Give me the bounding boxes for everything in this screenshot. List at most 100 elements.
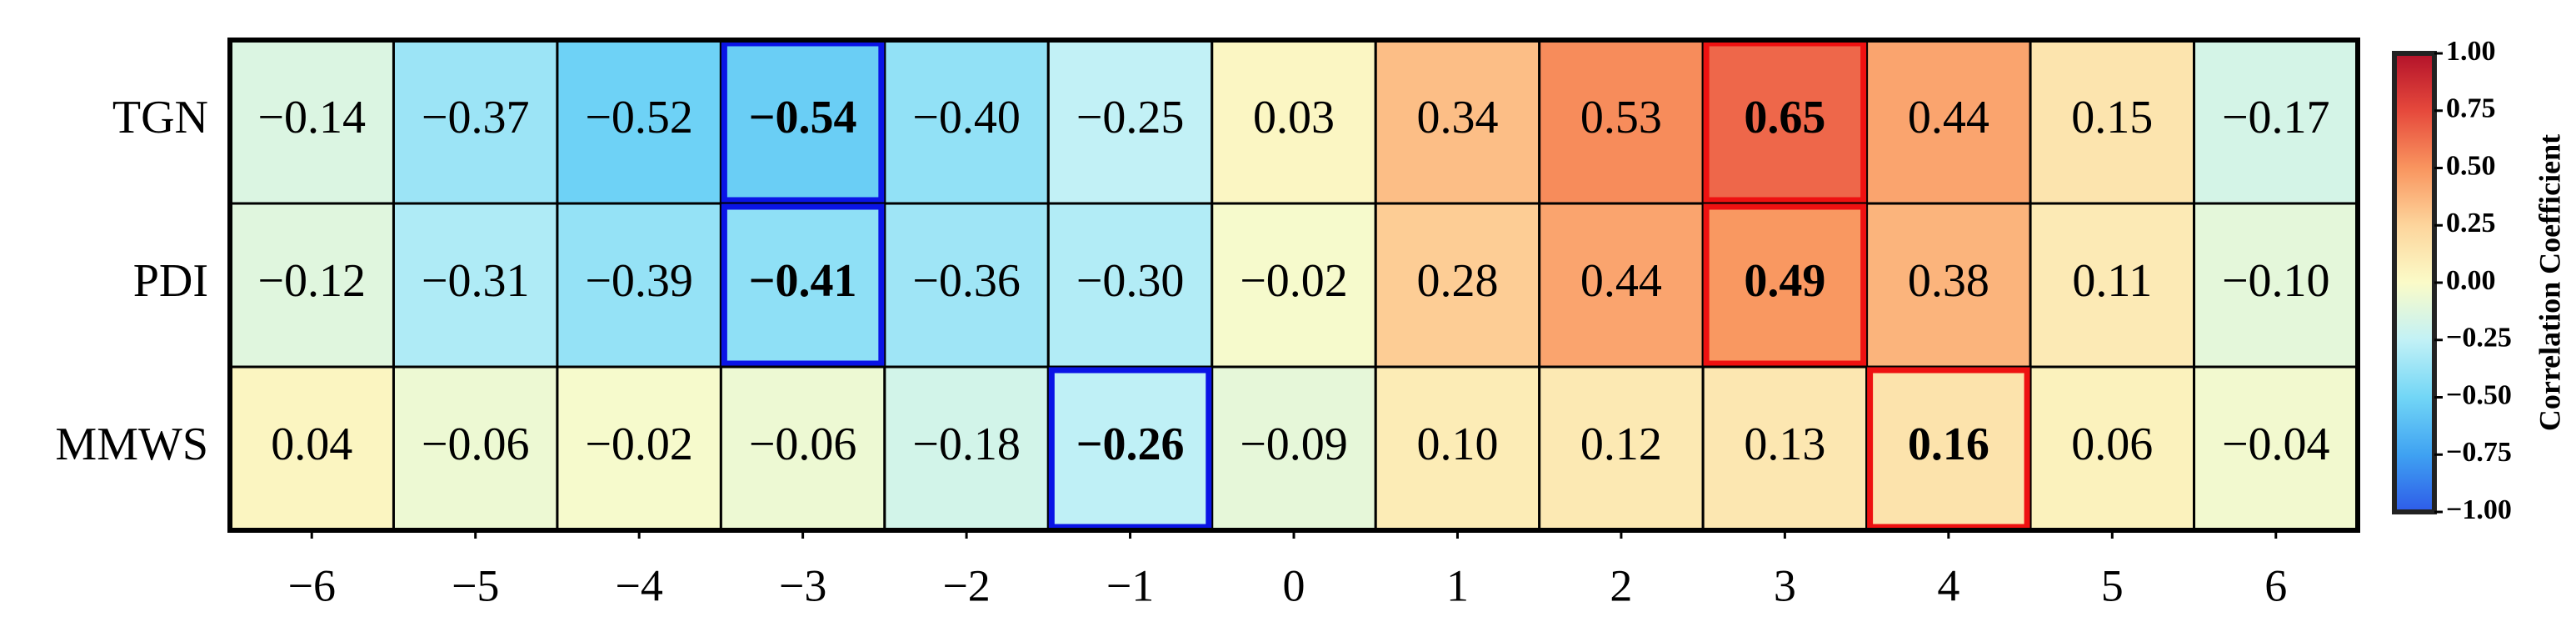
cell-label: 0.03 bbox=[1253, 92, 1335, 143]
cell-label: 0.65 bbox=[1744, 92, 1825, 143]
cell bbox=[392, 38, 559, 205]
row-label: MMWS bbox=[55, 419, 208, 470]
cell-label: 0.38 bbox=[1908, 255, 1989, 307]
cell bbox=[883, 202, 1050, 369]
x-tick-label: −3 bbox=[779, 560, 826, 610]
highlight-box bbox=[1867, 367, 2030, 530]
cell-label: −0.41 bbox=[749, 255, 857, 307]
x-tick-label: −6 bbox=[287, 560, 335, 610]
cell bbox=[719, 365, 886, 532]
cell-label: −0.25 bbox=[1076, 92, 1185, 143]
cell-label: 0.49 bbox=[1744, 255, 1825, 307]
cell bbox=[1374, 38, 1541, 205]
cell bbox=[392, 365, 559, 532]
x-tick-label: 6 bbox=[2264, 560, 2287, 610]
cell bbox=[719, 202, 886, 369]
cell-label: −0.06 bbox=[749, 419, 857, 470]
cell-label: 0.44 bbox=[1908, 92, 1989, 143]
colorbar-label: Correlation Coefficient bbox=[2533, 134, 2566, 431]
cell-label: 0.53 bbox=[1580, 92, 1662, 143]
cell bbox=[1865, 202, 2032, 369]
cell bbox=[1701, 38, 1869, 205]
cell-label: 0.28 bbox=[1416, 255, 1498, 307]
cell-label: −0.04 bbox=[2222, 419, 2330, 470]
x-tick-label: 2 bbox=[1610, 560, 1632, 610]
colorbar-tick-label: 0.00 bbox=[2446, 265, 2496, 296]
cell-label: −0.10 bbox=[2222, 255, 2330, 307]
cell-label: −0.18 bbox=[912, 419, 1021, 470]
cell-label: 0.34 bbox=[1416, 92, 1498, 143]
cell-label: −0.06 bbox=[422, 419, 530, 470]
x-tick-label: −2 bbox=[942, 560, 990, 610]
cell-label: −0.30 bbox=[1076, 255, 1185, 307]
highlight-box bbox=[721, 203, 885, 367]
cell-label: 0.44 bbox=[1580, 255, 1662, 307]
cell-label: −0.39 bbox=[585, 255, 693, 307]
cell bbox=[719, 38, 886, 205]
cell bbox=[1538, 202, 1705, 369]
cell-label: −0.54 bbox=[749, 92, 857, 143]
cell-label: 0.16 bbox=[1908, 419, 1989, 470]
colorbar bbox=[2392, 51, 2437, 514]
cell-label: −0.37 bbox=[422, 92, 530, 143]
colorbar-tick-label: −0.25 bbox=[2446, 323, 2512, 354]
cell bbox=[1865, 365, 2032, 532]
cell-label: −0.36 bbox=[912, 255, 1021, 307]
cell-label: 0.13 bbox=[1744, 419, 1825, 470]
cell-label: −0.14 bbox=[257, 92, 366, 143]
x-tick-label: −4 bbox=[615, 560, 662, 610]
colorbar-tick-label: 0.25 bbox=[2446, 208, 2496, 238]
cell-label: −0.31 bbox=[422, 255, 530, 307]
cell-label: 0.12 bbox=[1580, 419, 1662, 470]
cell bbox=[1046, 365, 1214, 532]
x-tick-label: 1 bbox=[1446, 560, 1469, 610]
x-tick-label: −1 bbox=[1106, 560, 1154, 610]
cell-label: −0.52 bbox=[585, 92, 693, 143]
colorbar-tick-label: 0.75 bbox=[2446, 93, 2496, 124]
cell bbox=[2029, 38, 2196, 205]
cell-label: 0.15 bbox=[2071, 92, 2153, 143]
cell bbox=[556, 365, 722, 532]
colorbar-tick-label: −0.50 bbox=[2446, 379, 2512, 410]
highlight-box bbox=[1048, 367, 1212, 530]
highlight-box bbox=[721, 40, 885, 203]
cell bbox=[1211, 202, 1377, 369]
cell-label: −0.12 bbox=[257, 255, 366, 307]
cell-label: 0.04 bbox=[271, 419, 352, 470]
row-label: TGN bbox=[112, 92, 208, 143]
cell bbox=[1374, 365, 1541, 532]
cell-label: −0.02 bbox=[1240, 255, 1348, 307]
cell-label: 0.11 bbox=[2072, 255, 2152, 307]
cell bbox=[1538, 365, 1705, 532]
cell bbox=[228, 365, 395, 532]
highlight-box bbox=[1703, 203, 1867, 367]
cell-label: −0.26 bbox=[1076, 419, 1185, 470]
highlight-box bbox=[1703, 40, 1867, 203]
cell bbox=[1374, 202, 1541, 369]
x-tick-label: 0 bbox=[1283, 560, 1305, 610]
colorbar-tick-label: −0.75 bbox=[2446, 437, 2512, 468]
cell bbox=[883, 365, 1050, 532]
cell bbox=[1046, 38, 1214, 205]
x-tick-label: 4 bbox=[1937, 560, 1959, 610]
x-tick-label: 3 bbox=[1774, 560, 1796, 610]
cell bbox=[1701, 365, 1869, 532]
colorbar-tick-label: −1.00 bbox=[2446, 494, 2512, 525]
row-label: PDI bbox=[133, 255, 208, 307]
cell bbox=[228, 38, 395, 205]
cell bbox=[392, 202, 559, 369]
cell-label: −0.40 bbox=[912, 92, 1021, 143]
cell bbox=[1211, 365, 1377, 532]
cell bbox=[1701, 202, 1869, 369]
colorbar-tick-label: 0.50 bbox=[2446, 150, 2496, 181]
x-tick-label: −5 bbox=[452, 560, 499, 610]
colorbar-tick-label: 1.00 bbox=[2446, 36, 2496, 67]
cell bbox=[556, 202, 722, 369]
cell-label: −0.17 bbox=[2222, 92, 2330, 143]
x-tick-label: 5 bbox=[2101, 560, 2124, 610]
cell-label: −0.09 bbox=[1240, 419, 1348, 470]
cell bbox=[228, 202, 395, 369]
cell-label: −0.02 bbox=[585, 419, 693, 470]
cell-label: 0.06 bbox=[2071, 419, 2153, 470]
